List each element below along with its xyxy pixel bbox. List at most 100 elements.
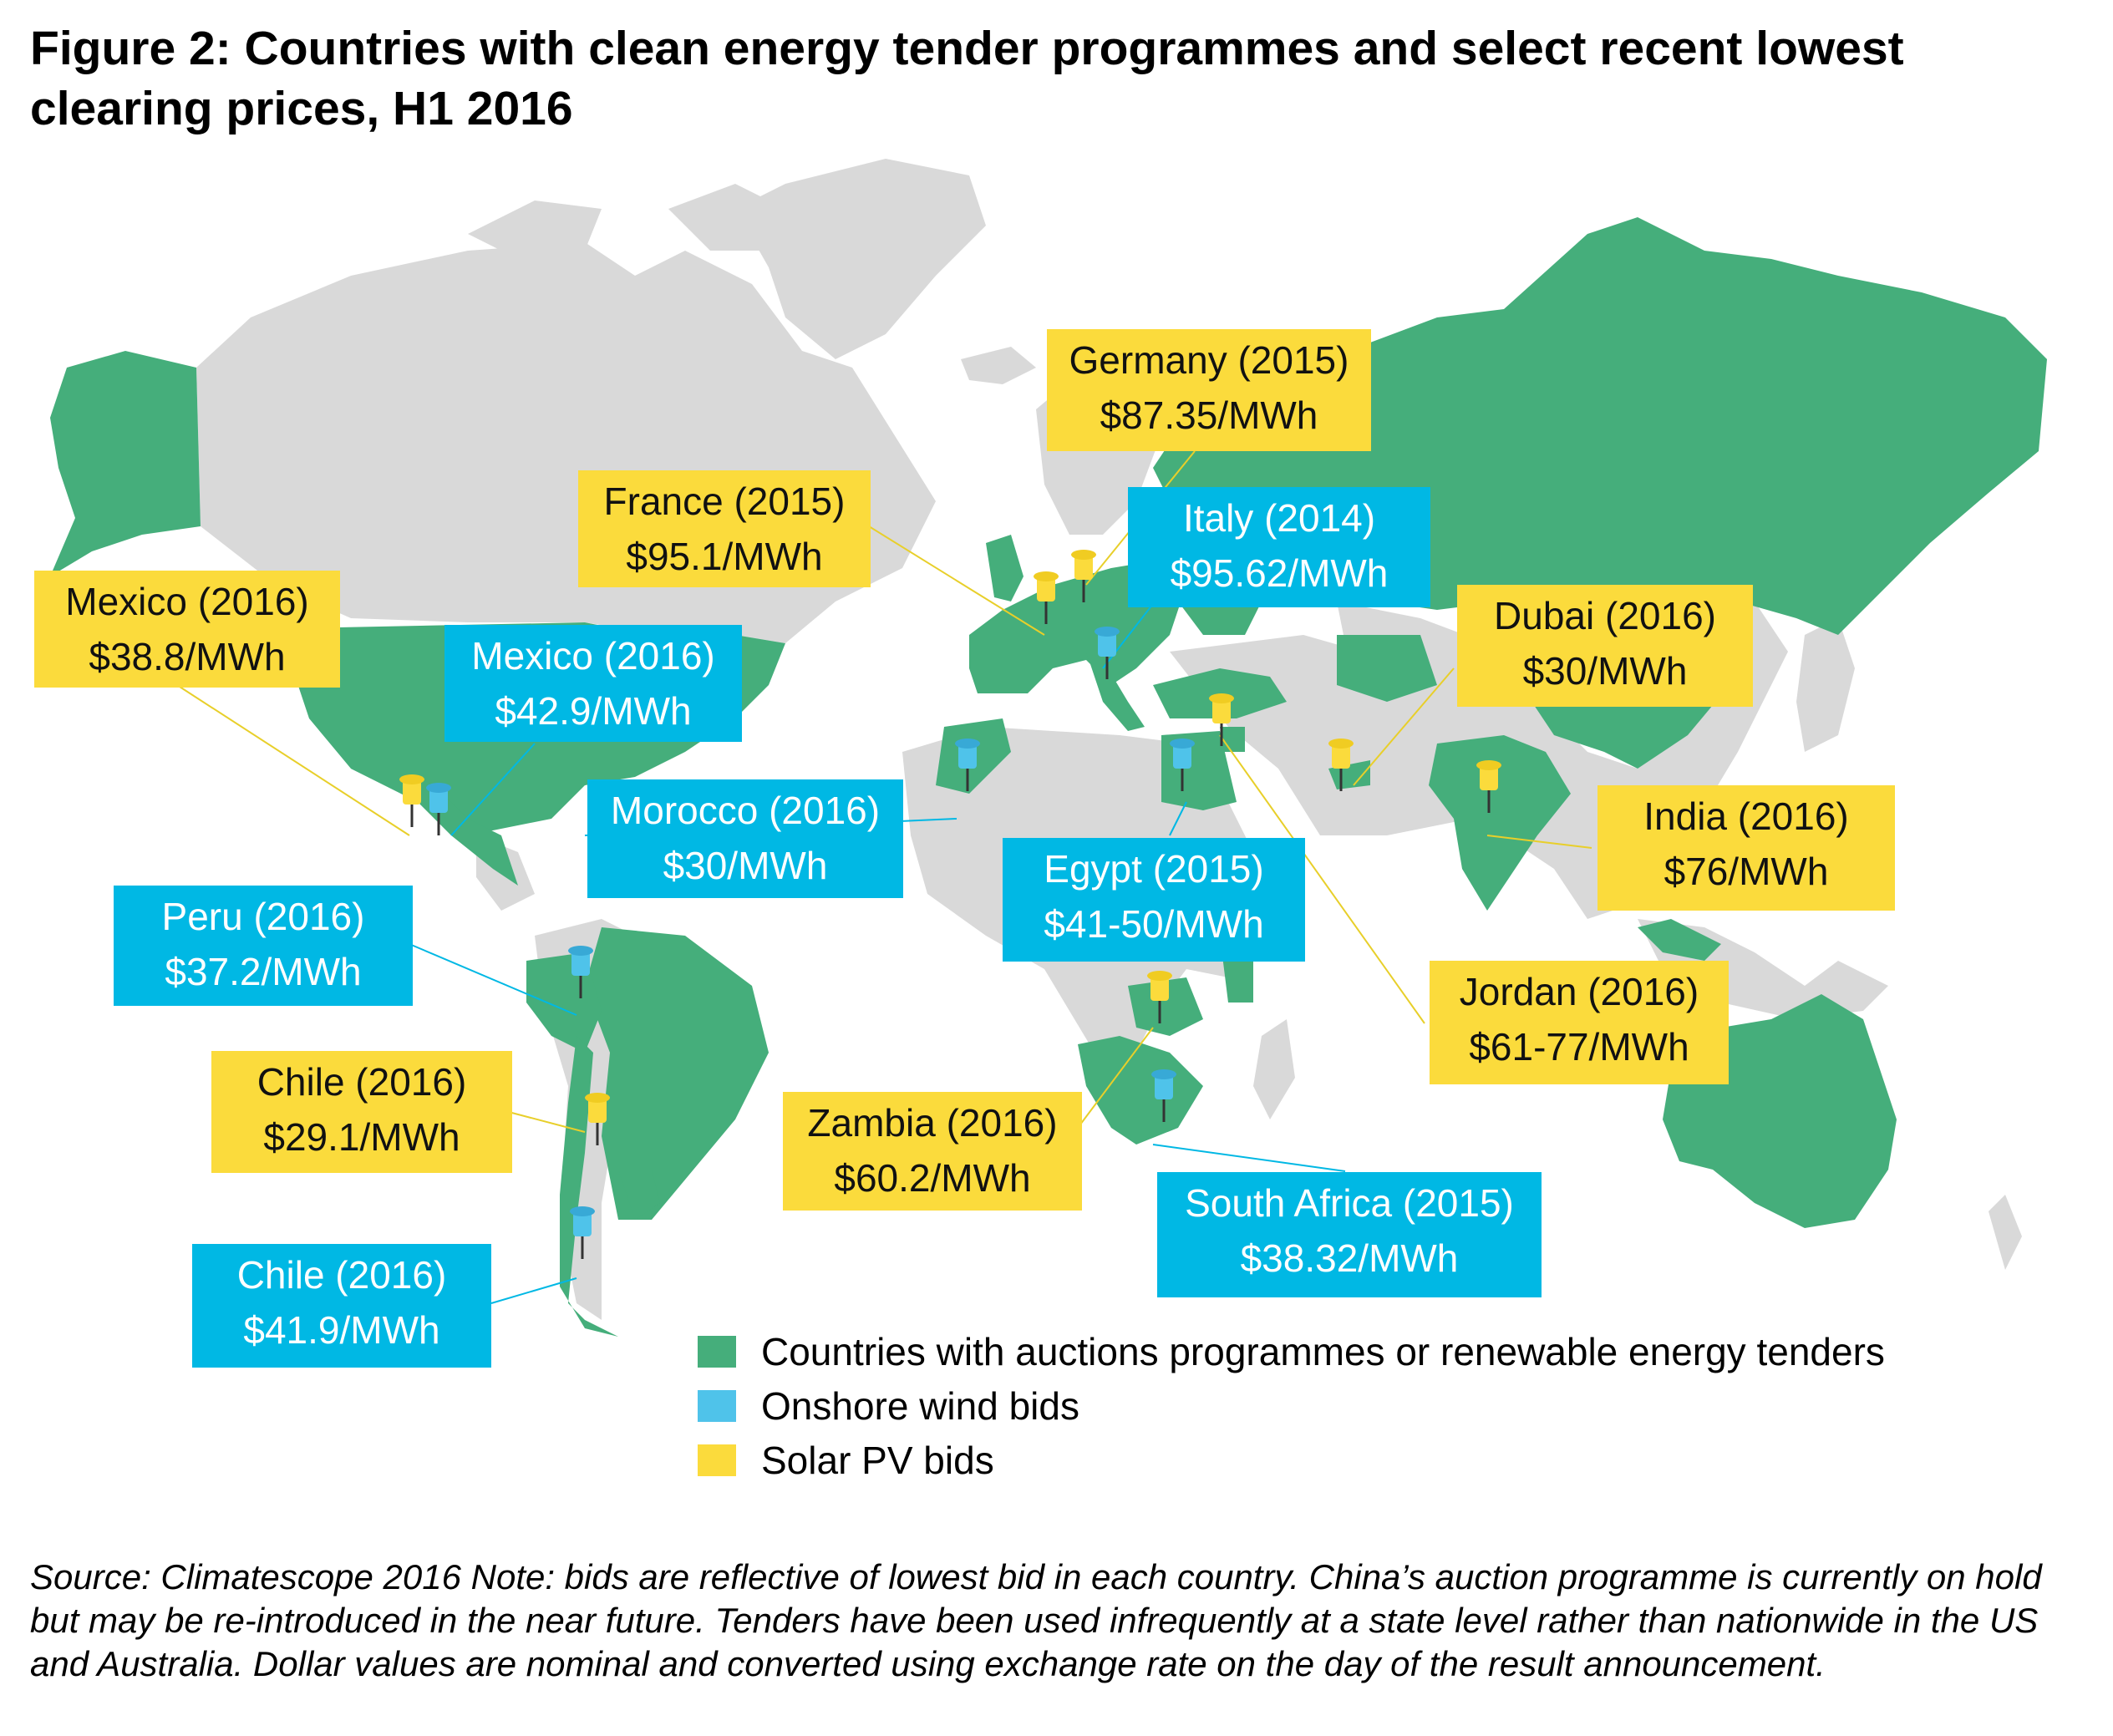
callout-price: $95.1/MWh (626, 535, 823, 578)
pin-zambia-solar (1147, 971, 1172, 1023)
leader-south-africa (1152, 1144, 1346, 1172)
legend-label: Solar PV bids (761, 1438, 994, 1482)
callout-country: Dubai (2016) (1494, 594, 1716, 637)
legend-item-wind: Onshore wind bids (698, 1378, 1885, 1433)
legend-item-solar: Solar PV bids (698, 1433, 1885, 1487)
land-chile (560, 1036, 618, 1337)
land-turkey (1153, 668, 1287, 718)
callout-india: India (2016) $76/MWh (1597, 785, 1895, 911)
leader-mexico-solar (179, 686, 410, 836)
land-india (1429, 735, 1571, 911)
land-new-zealand (1989, 1195, 2022, 1270)
callout-morocco: Morocco (2016) $30/MWh (587, 779, 903, 898)
land-uruguay-argentina (618, 1170, 660, 1220)
land-zambia (1128, 977, 1203, 1036)
land-greenland (735, 159, 986, 359)
pin-egypt-wind (1170, 739, 1195, 791)
callout-price: $61-77/MWh (1469, 1025, 1689, 1069)
land-kazakhstan (1337, 635, 1437, 702)
legend-swatch-blue (698, 1389, 736, 1422)
pin-india-solar (1476, 760, 1501, 813)
callout-price: $37.2/MWh (165, 950, 362, 993)
callout-country: Morocco (2016) (610, 789, 881, 832)
callout-price: $95.62/MWh (1170, 551, 1389, 595)
callout-price: $42.9/MWh (495, 689, 692, 733)
source-note: Source: Climatescope 2016 Note: bids are… (30, 1557, 2042, 1683)
callout-zambia: Zambia (2016) $60.2/MWh (783, 1092, 1082, 1211)
callout-south-africa: South Africa (2015) $38.32/MWh (1157, 1172, 1542, 1297)
legend-label: Countries with auctions programmes or re… (761, 1329, 1885, 1373)
callout-country: Mexico (2016) (471, 634, 715, 678)
land-italy (1086, 652, 1145, 731)
callout-country: Peru (2016) (161, 895, 365, 938)
callout-price: $30/MWh (1522, 649, 1688, 693)
callout-country: France (2015) (603, 480, 846, 523)
leader-egypt (1169, 801, 1187, 836)
callout-germany: Germany (2015) $87.35/MWh (1047, 329, 1371, 451)
leader-france (868, 525, 1045, 636)
callout-italy: Italy (2014) $95.62/MWh (1128, 487, 1430, 607)
legend-swatch-yellow (698, 1444, 736, 1476)
callout-country: Germany (2015) (1069, 338, 1349, 382)
callout-country: Egypt (2015) (1044, 847, 1264, 891)
land-alaska (50, 351, 201, 576)
figure-title: Figure 2: Countries with clean energy te… (30, 22, 1904, 135)
callout-peru: Peru (2016) $37.2/MWh (114, 886, 413, 1006)
land-japan (1796, 618, 1855, 752)
callout-price: $30/MWh (663, 844, 828, 887)
leader-chile-solar (505, 1110, 586, 1133)
pin-chile-solar (585, 1093, 610, 1145)
pin-jordan-solar (1209, 693, 1234, 746)
pin-peru-wind (568, 946, 593, 998)
callout-mexico-wind: Mexico (2016) $42.9/MWh (444, 625, 742, 742)
land-peru (526, 952, 602, 1053)
callout-chile-solar: Chile (2016) $29.1/MWh (211, 1051, 512, 1173)
leader-chile-wind (490, 1277, 577, 1304)
callout-chile-wind: Chile (2016) $41.9/MWh (192, 1244, 491, 1368)
callout-jordan: Jordan (2016) $61-77/MWh (1430, 961, 1729, 1084)
pins (399, 550, 1501, 1259)
land-uk (986, 535, 1023, 602)
leader-peru (409, 943, 577, 1016)
pin-mexico-solar (399, 774, 424, 827)
callout-price: $38.8/MWh (89, 635, 286, 678)
callout-price: $38.32/MWh (1240, 1236, 1459, 1280)
callout-price: $60.2/MWh (834, 1156, 1031, 1200)
pin-south-africa-wind (1151, 1069, 1176, 1122)
callout-france: France (2015) $95.1/MWh (578, 470, 871, 587)
leader-jordan (1219, 734, 1425, 1024)
land-southern-africa (1078, 1036, 1203, 1145)
callout-country: Chile (2016) (257, 1060, 467, 1104)
leader-india (1486, 835, 1592, 849)
callout-mexico-solar: Mexico (2016) $38.8/MWh (34, 571, 340, 688)
leader-mexico-wind (450, 743, 536, 836)
land-jordan (1220, 727, 1245, 752)
callout-price: $41.9/MWh (243, 1308, 440, 1352)
land-brazil (585, 927, 769, 1220)
pin-uk-solar (1034, 571, 1059, 624)
legend-swatch-green (698, 1335, 736, 1368)
legend: Countries with auctions programmes or re… (698, 1324, 1885, 1487)
land-indonesia-philippines (1638, 835, 1780, 961)
callout-country: India (2016) (1643, 794, 1849, 838)
legend-item-programmes: Countries with auctions programmes or re… (698, 1324, 1885, 1378)
callout-price: $76/MWh (1663, 850, 1829, 893)
callout-country: Chile (2016) (236, 1253, 447, 1297)
legend-label: Onshore wind bids (761, 1383, 1079, 1428)
land-iceland (961, 347, 1036, 384)
leader-dubai (1353, 667, 1455, 786)
callout-price: $41-50/MWh (1044, 902, 1264, 946)
callout-country: Mexico (2016) (65, 580, 309, 623)
callout-price: $87.35/MWh (1100, 393, 1318, 437)
callout-country: Jordan (2016) (1459, 970, 1699, 1013)
leader-lines (179, 450, 1592, 1304)
pin-italy-wind (1095, 627, 1120, 679)
leader-zambia (1077, 1027, 1154, 1129)
land-madagascar (1253, 1019, 1295, 1119)
pin-mexico-wind (426, 783, 451, 835)
callout-country: South Africa (2015) (1185, 1181, 1514, 1225)
pin-dubai-solar (1328, 739, 1354, 791)
callout-country: Zambia (2016) (807, 1101, 1058, 1145)
pin-morocco-wind (955, 739, 980, 791)
pin-germany-solar (1071, 550, 1096, 602)
